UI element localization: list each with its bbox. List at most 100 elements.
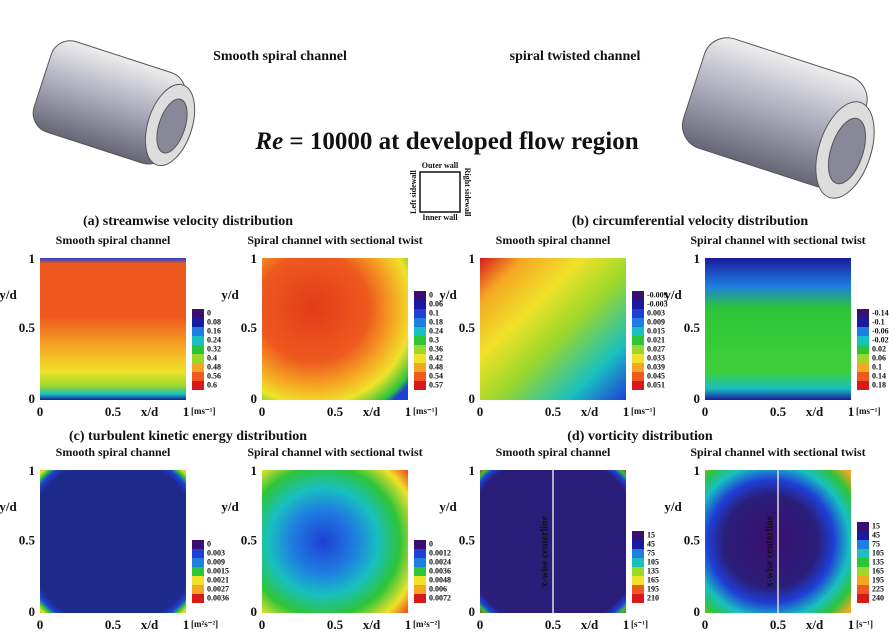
y-tick-label: 0.5 — [241, 532, 258, 547]
x-axis-label: x/d — [363, 404, 381, 419]
legend-swatch — [414, 381, 426, 390]
contour-field — [705, 258, 851, 400]
y-axis-label: y/d — [664, 287, 682, 302]
x-tick-label: 0.5 — [105, 404, 122, 419]
caption: spiral twisted channel — [510, 49, 641, 64]
contour-field — [480, 258, 626, 400]
title-italic: Re — [254, 128, 283, 155]
legend-swatch — [414, 318, 426, 327]
y-tick-label: 0 — [694, 391, 701, 406]
legend-swatch — [192, 363, 204, 372]
section-heading: (c) turbulent kinetic energy distributio… — [69, 429, 307, 444]
y-axis-label: y/d — [221, 499, 239, 514]
legend-label: 15 — [872, 521, 880, 530]
legend-swatch — [414, 327, 426, 336]
wall-label: Right sidewall — [463, 168, 472, 217]
wall-label: Inner wall — [422, 213, 458, 222]
legend-label: 0.045 — [647, 371, 665, 380]
legend-swatch — [192, 381, 204, 390]
legend-label: 0.24 — [207, 335, 221, 344]
legend-swatch — [192, 318, 204, 327]
figure: Smooth spiral channel spiral twisted chan… — [0, 0, 896, 640]
y-tick-label: 0.5 — [19, 320, 36, 335]
contour-field — [262, 258, 408, 400]
x-tick-label: 0 — [37, 617, 44, 632]
panel-title: Smooth spiral channel — [56, 233, 171, 247]
legend-swatch — [857, 585, 869, 594]
annotation: x-wise centerline — [539, 515, 550, 587]
legend-label: 135 — [872, 557, 884, 566]
legend-label: 0.18 — [872, 380, 886, 389]
panel-title: Spiral channel with sectional twist — [247, 445, 422, 459]
x-tick-label: 1 — [848, 404, 855, 419]
y-tick-label: 1 — [29, 463, 36, 478]
x-tick-label: 1 — [183, 404, 190, 419]
legend-label: -0.06 — [872, 326, 889, 335]
legend-label: 0.0036 — [207, 593, 229, 602]
title-rest: = 10000 at developed flow region — [289, 128, 638, 155]
legend-swatch — [857, 309, 869, 318]
legend-swatch — [192, 585, 204, 594]
legend-swatch — [857, 531, 869, 540]
twisted-channel-model — [676, 32, 885, 206]
unit-label: [s⁻¹] — [631, 619, 648, 629]
legend-label: 0.6 — [207, 380, 217, 389]
legend-label: 0.051 — [647, 380, 665, 389]
y-tick-label: 0.5 — [459, 320, 476, 335]
contour-field — [262, 470, 408, 613]
legend-swatch — [414, 363, 426, 372]
y-tick-label: 0.5 — [241, 320, 258, 335]
legend-swatch — [632, 549, 644, 558]
legend-label: 0 — [207, 539, 211, 548]
legend-swatch — [414, 549, 426, 558]
y-tick-label: 0 — [29, 391, 36, 406]
legend-label: 0.56 — [207, 371, 221, 380]
y-tick-label: 1 — [694, 251, 701, 266]
legend-label: 0.0027 — [207, 584, 229, 593]
legend-label: 0.1 — [872, 362, 882, 371]
y-axis-label: y/d — [221, 287, 239, 302]
panel-title: Smooth spiral channel — [496, 445, 611, 459]
legend-swatch — [632, 318, 644, 327]
legend-label: 0.0012 — [429, 548, 451, 557]
y-axis-label: y/d — [0, 287, 17, 302]
legend-swatch — [414, 300, 426, 309]
legend-label: 0.0048 — [429, 575, 451, 584]
legend-swatch — [857, 558, 869, 567]
legend-swatch — [857, 354, 869, 363]
legend-label: 0.006 — [429, 584, 447, 593]
y-axis-label: y/d — [439, 499, 457, 514]
x-tick-label: 0 — [259, 404, 266, 419]
x-tick-label: 0.5 — [770, 617, 787, 632]
legend-swatch — [414, 576, 426, 585]
legend-label: 0.027 — [647, 344, 665, 353]
x-tick-label: 0.5 — [545, 404, 562, 419]
contour-field — [40, 258, 186, 400]
legend-label: 0.36 — [429, 344, 443, 353]
legend-swatch — [192, 354, 204, 363]
legend-swatch — [192, 336, 204, 345]
legend-swatch — [632, 585, 644, 594]
y-tick-label: 0 — [469, 391, 476, 406]
y-tick-label: 0 — [469, 604, 476, 619]
legend-swatch — [414, 291, 426, 300]
x-tick-label: 0.5 — [545, 617, 562, 632]
legend-label: 0.14 — [872, 371, 886, 380]
x-tick-label: 0 — [259, 617, 266, 632]
x-tick-label: 0.5 — [327, 617, 344, 632]
y-tick-label: 1 — [469, 251, 476, 266]
legend-swatch — [414, 309, 426, 318]
x-axis-label: x/d — [806, 617, 824, 632]
y-tick-label: 1 — [694, 463, 701, 478]
x-tick-label: 1 — [623, 404, 630, 419]
legend-label: 165 — [872, 566, 884, 575]
legend-swatch — [414, 558, 426, 567]
unit-label: [ms⁻¹] — [856, 406, 880, 416]
legend-label: 210 — [647, 593, 659, 602]
panel-title: Smooth spiral channel — [56, 445, 171, 459]
legend-label: 0.003 — [647, 308, 665, 317]
legend-swatch — [632, 363, 644, 372]
legend-label: 45 — [647, 539, 655, 548]
legend-swatch — [192, 309, 204, 318]
legend-swatch — [414, 585, 426, 594]
